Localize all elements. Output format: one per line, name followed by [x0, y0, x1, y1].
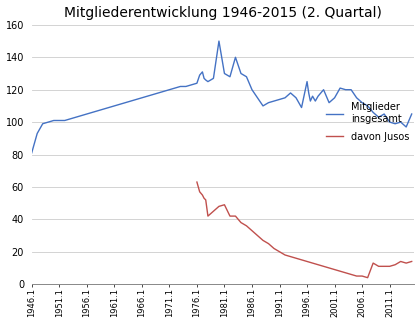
davon Jusos [277, 250, 282, 254]
davon Jusos [315, 263, 320, 267]
davon Jusos [255, 234, 260, 237]
davon Jusos [343, 271, 348, 275]
davon Jusos [321, 265, 326, 268]
davon Jusos [203, 198, 208, 202]
davon Jusos [228, 214, 233, 218]
Line: davon Jusos: davon Jusos [197, 182, 412, 278]
davon Jusos [288, 255, 293, 258]
Mitglieder
insgesamt [306, 91, 311, 95]
davon Jusos [387, 265, 392, 268]
davon Jusos [304, 259, 310, 263]
davon Jusos [365, 276, 370, 280]
davon Jusos [271, 246, 276, 250]
davon Jusos [370, 261, 375, 265]
davon Jusos [216, 204, 221, 208]
Mitglieder
insgesamt [228, 75, 233, 79]
davon Jusos [382, 265, 387, 268]
davon Jusos [211, 209, 216, 213]
davon Jusos [376, 265, 381, 268]
davon Jusos [404, 261, 409, 265]
davon Jusos [398, 259, 403, 263]
Mitglieder
insgesamt [202, 77, 207, 80]
Mitglieder
insgesamt [409, 112, 414, 116]
davon Jusos [327, 266, 332, 270]
Mitglieder
insgesamt [216, 39, 221, 43]
Mitglieder
insgesamt [29, 151, 34, 155]
davon Jusos [354, 274, 359, 278]
Mitglieder
insgesamt [167, 88, 172, 92]
davon Jusos [310, 261, 315, 265]
davon Jusos [197, 190, 202, 194]
davon Jusos [266, 242, 271, 245]
davon Jusos [283, 253, 288, 257]
davon Jusos [360, 274, 365, 278]
Mitglieder
insgesamt [57, 119, 62, 122]
davon Jusos [205, 214, 210, 218]
davon Jusos [239, 221, 244, 224]
davon Jusos [393, 263, 398, 267]
davon Jusos [332, 268, 337, 272]
davon Jusos [222, 203, 227, 207]
davon Jusos [244, 224, 249, 228]
Legend: Mitglieder
insgesamt, davon Jusos: Mitglieder insgesamt, davon Jusos [326, 102, 410, 142]
davon Jusos [349, 273, 354, 276]
davon Jusos [299, 258, 304, 262]
davon Jusos [409, 259, 414, 263]
Title: Mitgliederentwicklung 1946-2015 (2. Quartal): Mitgliederentwicklung 1946-2015 (2. Quar… [64, 5, 382, 20]
davon Jusos [200, 193, 205, 197]
davon Jusos [294, 256, 299, 260]
davon Jusos [260, 238, 265, 242]
davon Jusos [194, 180, 200, 184]
davon Jusos [338, 269, 343, 273]
Mitglieder
insgesamt [101, 107, 106, 111]
davon Jusos [233, 214, 238, 218]
davon Jusos [202, 196, 207, 200]
Line: Mitglieder
insgesamt: Mitglieder insgesamt [32, 41, 412, 153]
davon Jusos [249, 229, 255, 233]
